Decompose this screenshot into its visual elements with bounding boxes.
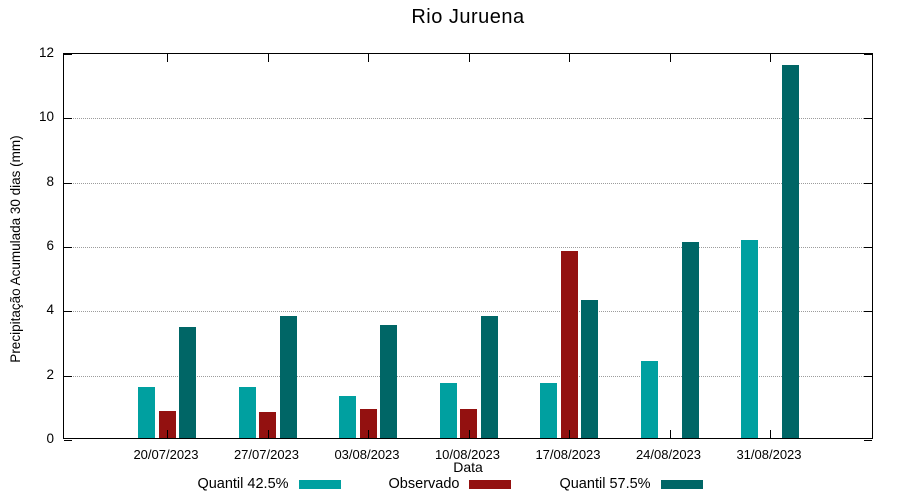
bar — [581, 299, 598, 438]
y-tick-mark — [64, 247, 72, 248]
legend-swatch-quantil-425 — [298, 479, 341, 489]
gridline-y-8 — [64, 182, 872, 184]
y-tick-mark — [864, 440, 872, 441]
legend-swatch-observado — [469, 479, 512, 489]
legend: Quantil 42.5% Observado Quantil 57.5% — [0, 476, 900, 492]
gridline-y-10 — [64, 118, 872, 120]
x-tick-mark — [167, 54, 168, 62]
x-tick-label: 24/08/2023 — [635, 447, 702, 462]
bar — [359, 409, 377, 438]
legend-label-observado: Observado — [388, 476, 460, 492]
bar — [782, 64, 799, 438]
bar — [380, 325, 397, 438]
bar — [259, 412, 276, 438]
legend-swatch-quantil-575 — [660, 479, 703, 489]
x-tick-mark — [770, 54, 771, 62]
bar — [741, 240, 758, 438]
y-tick-mark — [864, 182, 872, 184]
bar — [339, 396, 356, 438]
y-tick-label: 2 — [46, 366, 54, 382]
legend-item-quantil-425: Quantil 42.5% — [197, 476, 341, 492]
x-tick-label: 17/08/2023 — [535, 447, 601, 462]
x-tick-label: 03/08/2023 — [334, 447, 400, 462]
bar — [439, 383, 457, 438]
y-tick-label: 10 — [38, 109, 54, 125]
bar — [460, 409, 477, 438]
x-tick-mark — [368, 54, 369, 62]
x-tick-label: 10/08/2023 — [434, 447, 501, 462]
chart-title: Rio Juruena — [411, 6, 525, 28]
y-tick-mark — [64, 182, 72, 184]
y-tick-mark — [864, 247, 872, 248]
x-tick-mark — [669, 430, 671, 438]
bar — [138, 386, 155, 438]
y-tick-label: 0 — [46, 431, 54, 446]
y-tick-label: 12 — [38, 45, 54, 60]
y-tick-label: 6 — [46, 238, 54, 253]
x-tick-mark — [167, 430, 168, 438]
x-tick-mark — [669, 54, 671, 62]
x-tick-label: 27/07/2023 — [233, 447, 300, 462]
legend-item-observado: Observado — [389, 476, 512, 492]
legend-item-quantil-575: Quantil 57.5% — [559, 476, 703, 492]
y-tick-mark — [64, 118, 72, 120]
x-tick-mark — [569, 54, 570, 62]
y-tick-mark — [64, 440, 72, 441]
bar — [279, 315, 297, 438]
y-tick-mark — [864, 375, 872, 377]
x-tick-label: 20/07/2023 — [133, 447, 199, 462]
bar — [640, 360, 658, 438]
y-tick-label: 8 — [46, 173, 54, 189]
x-tick-mark — [770, 430, 771, 438]
gridline-y-2 — [64, 375, 872, 377]
bar — [238, 386, 256, 438]
legend-label-quantil-425: Quantil 42.5% — [197, 476, 289, 492]
x-tick-mark — [569, 430, 570, 438]
x-tick-mark — [267, 430, 269, 438]
bar — [480, 315, 498, 438]
y-tick-mark — [864, 54, 872, 55]
y-tick-mark — [64, 54, 72, 55]
bar — [681, 241, 699, 438]
gridline-y-4 — [64, 311, 872, 313]
x-axis-label: Data — [453, 459, 483, 475]
y-tick-mark — [864, 118, 872, 120]
bar — [179, 327, 196, 438]
bar — [158, 410, 176, 438]
x-tick-mark — [468, 430, 470, 438]
legend-label-quantil-575: Quantil 57.5% — [559, 476, 651, 492]
x-tick-mark — [468, 54, 470, 62]
x-tick-mark — [267, 54, 269, 62]
y-tick-label: 4 — [46, 302, 54, 318]
plot-area — [63, 53, 873, 441]
y-tick-mark — [64, 311, 72, 313]
bar — [560, 251, 578, 438]
x-tick-mark — [368, 430, 369, 438]
bar — [540, 383, 557, 438]
gridline-y-6 — [64, 247, 872, 248]
y-tick-mark — [864, 311, 872, 313]
x-tick-label: 31/08/2023 — [736, 447, 802, 462]
y-tick-mark — [64, 375, 72, 377]
